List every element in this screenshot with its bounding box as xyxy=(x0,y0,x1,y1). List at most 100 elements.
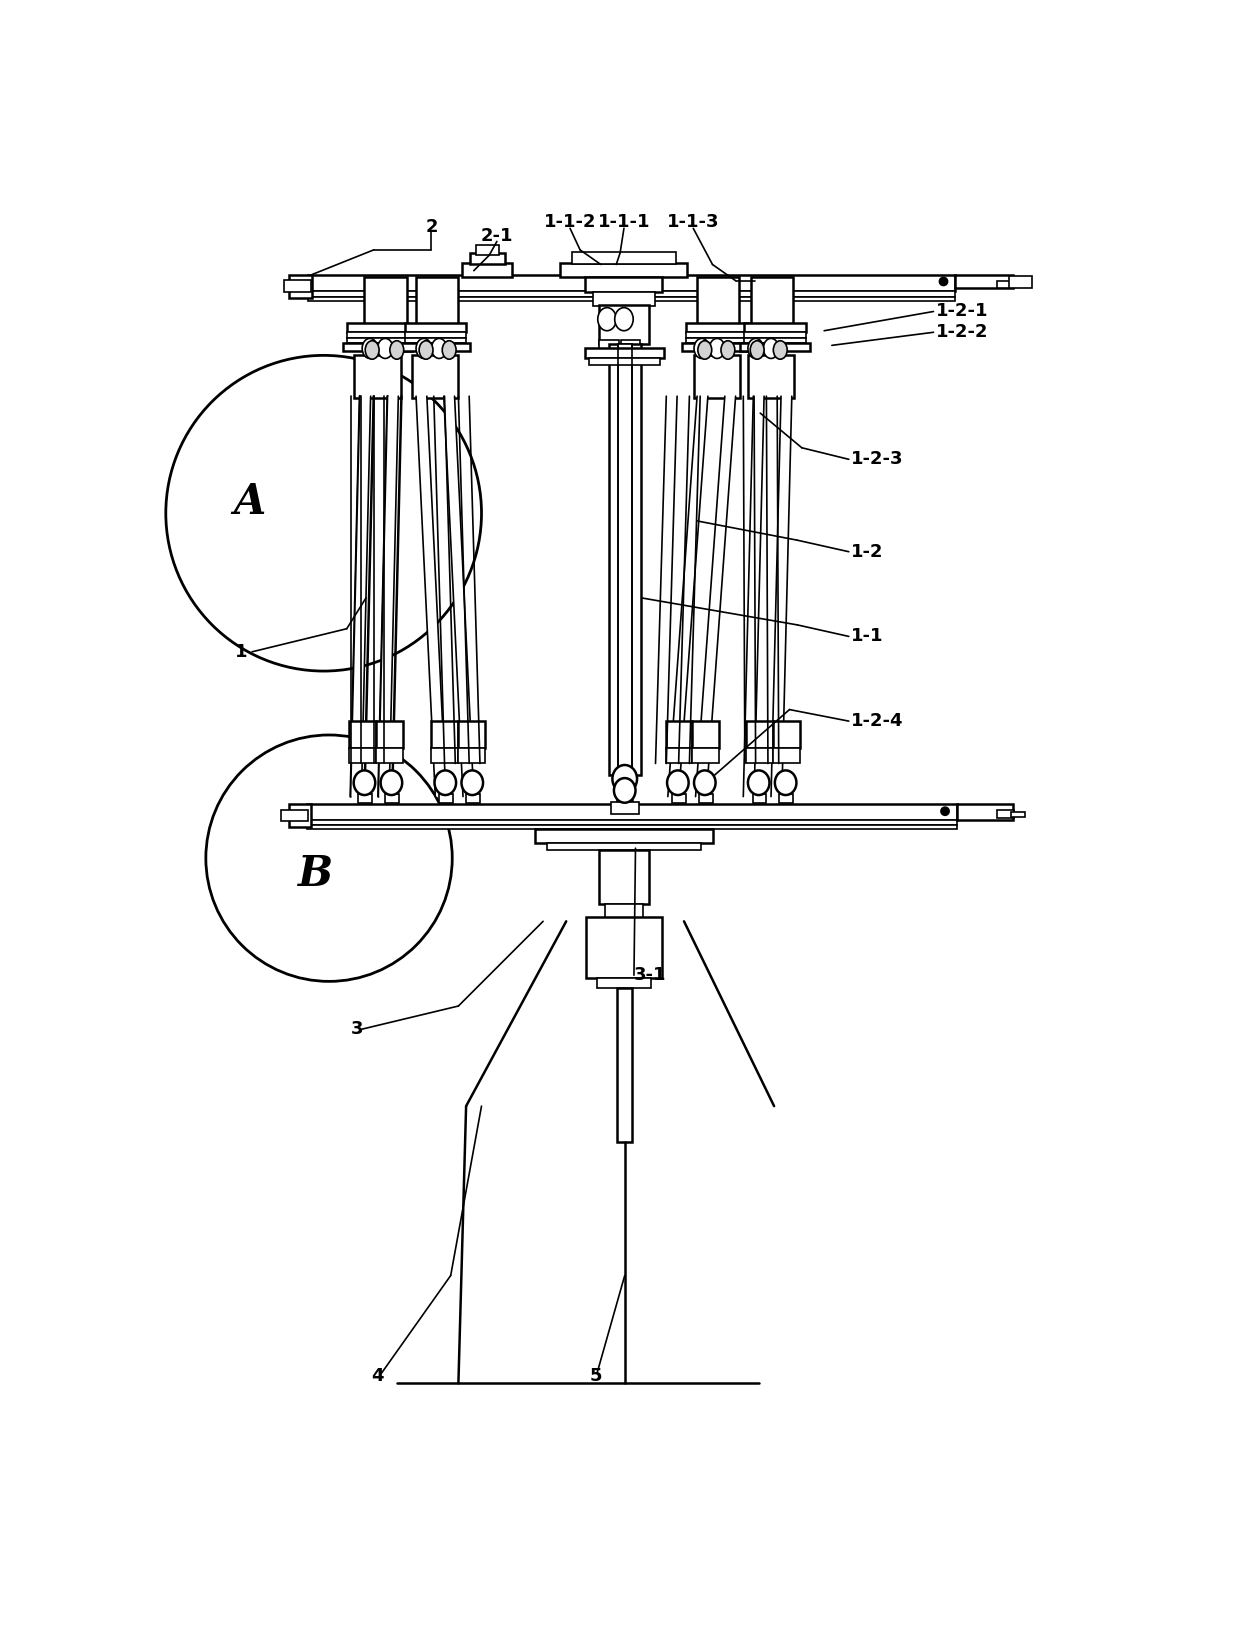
Bar xyxy=(536,830,713,843)
Bar xyxy=(740,342,810,351)
Text: 4: 4 xyxy=(371,1366,384,1384)
Bar xyxy=(694,356,740,398)
Text: 1-2-3: 1-2-3 xyxy=(851,451,904,469)
Circle shape xyxy=(166,356,481,672)
Polygon shape xyxy=(668,397,708,797)
Bar xyxy=(618,790,632,798)
Ellipse shape xyxy=(667,770,688,795)
Ellipse shape xyxy=(419,341,433,359)
Ellipse shape xyxy=(775,770,796,795)
Bar xyxy=(672,793,686,803)
Text: 1-2: 1-2 xyxy=(851,543,884,561)
Bar xyxy=(309,275,955,291)
Bar xyxy=(773,721,800,747)
Bar xyxy=(744,337,806,342)
Bar xyxy=(618,344,631,775)
Bar xyxy=(412,356,459,398)
Text: B: B xyxy=(299,853,334,894)
Bar xyxy=(587,917,662,978)
Ellipse shape xyxy=(709,339,725,359)
Ellipse shape xyxy=(443,341,456,359)
Bar xyxy=(355,356,401,398)
Bar xyxy=(432,747,459,764)
Polygon shape xyxy=(696,397,735,797)
Bar xyxy=(432,721,459,747)
Ellipse shape xyxy=(694,770,715,795)
Ellipse shape xyxy=(362,339,377,359)
Bar xyxy=(463,263,512,277)
Ellipse shape xyxy=(432,339,446,359)
Bar xyxy=(997,281,1014,288)
Text: 1-1-2: 1-1-2 xyxy=(544,214,596,230)
Ellipse shape xyxy=(461,770,484,795)
Bar xyxy=(417,277,459,324)
Text: 3: 3 xyxy=(351,1021,363,1039)
Ellipse shape xyxy=(613,765,637,793)
Text: A: A xyxy=(233,481,265,523)
Bar xyxy=(281,810,309,821)
Ellipse shape xyxy=(417,339,432,359)
Bar xyxy=(466,793,480,803)
Bar xyxy=(343,342,412,351)
Bar xyxy=(376,721,403,747)
Bar xyxy=(596,978,651,988)
Bar xyxy=(347,332,408,337)
Polygon shape xyxy=(444,397,474,797)
Text: 1-1-1: 1-1-1 xyxy=(598,214,650,230)
Bar xyxy=(692,721,719,747)
Bar xyxy=(751,277,794,324)
Polygon shape xyxy=(771,397,792,797)
Bar xyxy=(780,793,794,803)
Bar xyxy=(599,305,650,344)
Bar xyxy=(1009,277,1032,288)
Ellipse shape xyxy=(720,341,735,359)
Text: 1-2-4: 1-2-4 xyxy=(851,713,904,731)
Bar xyxy=(697,277,739,324)
Bar xyxy=(955,275,1013,288)
Ellipse shape xyxy=(353,770,376,795)
Text: 1-1-3: 1-1-3 xyxy=(667,214,719,230)
Bar xyxy=(744,323,806,332)
Ellipse shape xyxy=(366,341,379,359)
Bar xyxy=(309,291,955,296)
Bar xyxy=(686,337,748,342)
Ellipse shape xyxy=(694,339,709,359)
Bar xyxy=(358,793,372,803)
Bar xyxy=(365,277,407,324)
Text: 1-1: 1-1 xyxy=(851,627,884,645)
Bar xyxy=(698,793,713,803)
Polygon shape xyxy=(743,397,764,797)
Bar xyxy=(745,721,773,747)
Bar xyxy=(753,793,766,803)
Bar xyxy=(997,810,1014,818)
Bar xyxy=(599,341,619,349)
Bar xyxy=(744,332,806,337)
Bar xyxy=(350,721,376,747)
Text: 5: 5 xyxy=(589,1366,601,1384)
Bar xyxy=(609,344,641,775)
Bar xyxy=(692,747,719,764)
Bar xyxy=(284,280,310,293)
Bar xyxy=(306,805,957,820)
Bar xyxy=(682,342,751,351)
Bar xyxy=(1012,281,1027,286)
Ellipse shape xyxy=(377,339,393,359)
Circle shape xyxy=(206,736,453,981)
Ellipse shape xyxy=(598,308,616,331)
Bar xyxy=(589,359,660,365)
Bar xyxy=(585,277,662,293)
Polygon shape xyxy=(417,397,446,797)
Bar xyxy=(347,323,408,332)
Text: 1-2-2: 1-2-2 xyxy=(936,323,988,341)
Bar xyxy=(439,793,453,803)
Bar xyxy=(459,747,485,764)
Bar xyxy=(621,341,640,349)
Bar xyxy=(306,825,957,830)
Ellipse shape xyxy=(764,339,779,359)
Text: 3-1: 3-1 xyxy=(634,966,666,984)
Bar xyxy=(773,747,800,764)
Bar xyxy=(745,747,773,764)
Bar xyxy=(350,747,376,764)
Bar xyxy=(618,988,632,1142)
Text: 1-2-1: 1-2-1 xyxy=(936,303,988,321)
